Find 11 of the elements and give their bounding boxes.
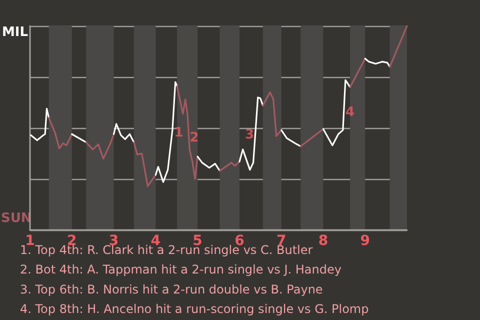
x-tick-label: 8: [318, 233, 328, 249]
text: 2. Bot 4th: A. Tappman hit a 2-run single vs J. Handey: [20, 262, 342, 277]
annotation: 1: [174, 126, 184, 141]
text: MIL: [2, 25, 28, 40]
text: 3. Top 6th: B. Norris hit a 2-run double vs B. Payne: [20, 282, 323, 296]
annotation: 4: [346, 105, 355, 120]
x-tick-label: 1: [25, 233, 35, 249]
annotation: 2: [190, 130, 199, 146]
annotation: 3: [244, 128, 254, 143]
text: 4. Top 8th: H. Ancelno hit a run-scoring single vs G. Plomp: [20, 302, 369, 316]
x-tick-label: 9: [360, 233, 370, 249]
